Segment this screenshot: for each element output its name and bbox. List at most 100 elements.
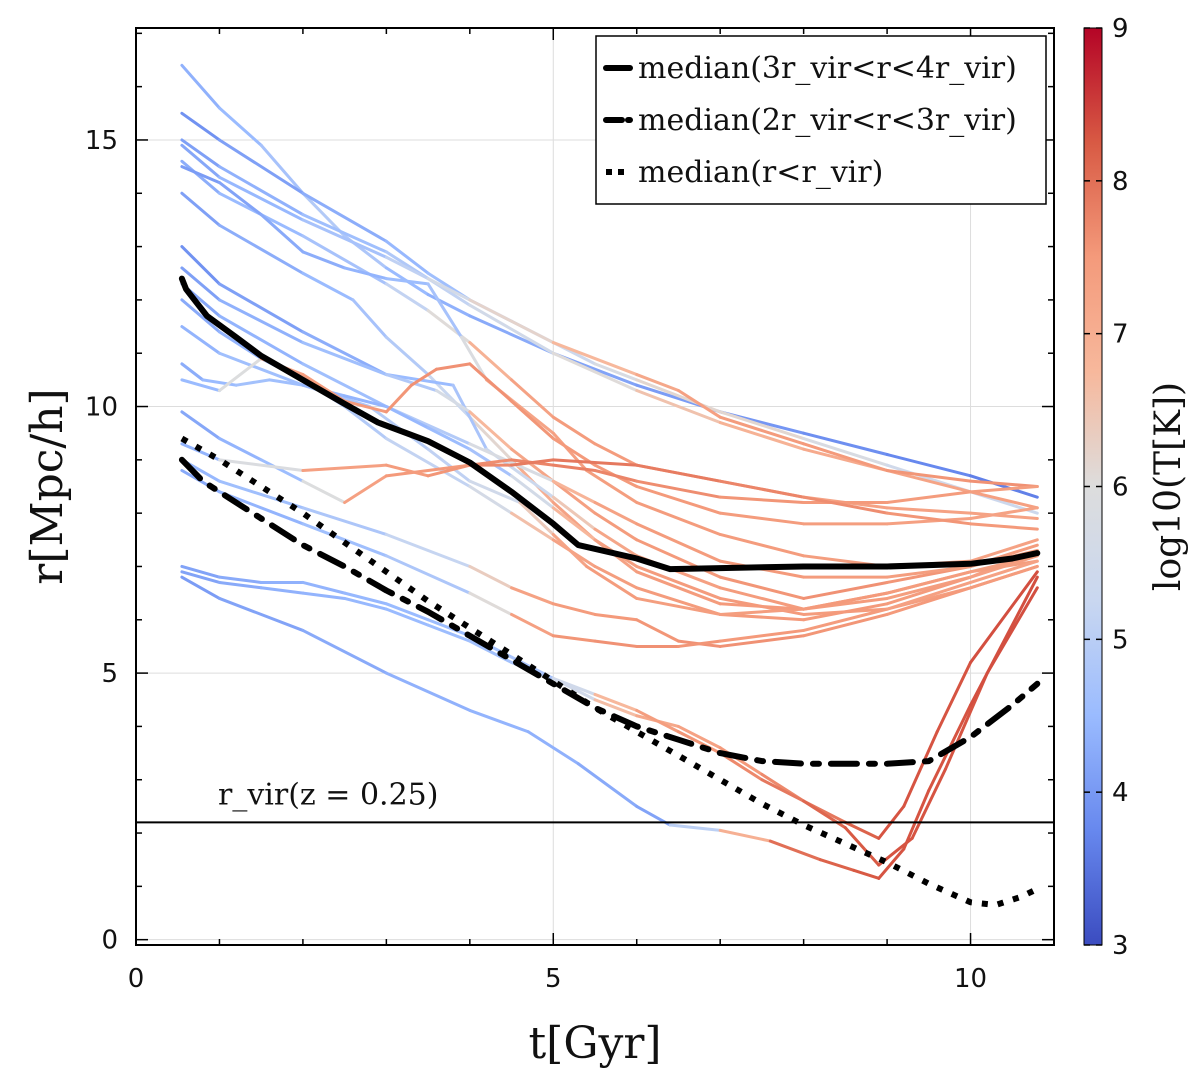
trajectory-segment: [969, 485, 1039, 494]
trajectory-segment: [593, 612, 639, 622]
trajectory-segment: [426, 623, 472, 643]
trajectory-segment: [718, 575, 806, 600]
trajectory-segment: [217, 575, 263, 584]
trajectory-segment: [885, 453, 973, 478]
trajectory-segment: [180, 325, 221, 355]
x-tick-label: 0: [128, 964, 145, 994]
trajectory-segment: [593, 500, 639, 526]
trajectory-segment: [593, 442, 639, 467]
trajectory-segment: [593, 511, 639, 542]
median-line-dashdot: [178, 456, 1041, 767]
trajectory-segment: [351, 298, 388, 339]
trajectory-segment: [526, 730, 580, 766]
trajectory-segment: [768, 839, 822, 862]
trajectory-segment: [969, 570, 1039, 664]
trajectory-segment: [635, 708, 680, 734]
trajectory-segment: [718, 511, 806, 526]
trajectory-segment: [551, 458, 639, 467]
trajectory-line: [180, 442, 1039, 531]
trajectory-segment: [426, 293, 472, 318]
trajectory-segment: [635, 463, 722, 483]
legend-entries: median(3r_vir<r<4r_vir) median(2r_vir<r<3…: [603, 51, 1017, 190]
trajectory-segment: [877, 847, 906, 880]
legend-entry: median(3r_vir<r<4r_vir): [603, 51, 1017, 86]
trajectory-segment: [885, 511, 973, 526]
trajectory-segment: [180, 564, 221, 579]
trajectory-segment: [718, 532, 806, 558]
trajectory-segment: [468, 314, 555, 355]
trajectory-segment: [180, 138, 221, 169]
trajectory-segment: [217, 479, 305, 510]
trajectory-segment: [935, 660, 973, 734]
trajectory-segment: [301, 580, 347, 595]
trajectory-segment: [551, 415, 597, 446]
median-line-dotted: [180, 435, 1039, 908]
trajectory-segment: [718, 607, 806, 616]
trajectory-segment: [201, 378, 238, 387]
trajectory-segment: [426, 282, 463, 339]
trajectory-segment: [885, 469, 973, 483]
trajectory-segment: [718, 495, 806, 504]
trajectory-segment: [259, 143, 305, 195]
trajectory-segment: [180, 266, 221, 302]
trajectory-segment: [969, 522, 1039, 531]
trajectory-segment: [551, 341, 639, 377]
colorbar-tick-label: 7: [1112, 320, 1129, 350]
trajectory-segment: [635, 596, 722, 616]
y-tick-label: 15: [85, 126, 118, 156]
trajectory-segment: [551, 479, 597, 504]
trajectory-segment: [451, 383, 489, 451]
trajectory-segment: [551, 495, 597, 531]
trajectory-segment: [301, 463, 388, 473]
trajectory-line: [180, 143, 1039, 488]
legend-box: [595, 35, 1047, 205]
trajectory-segment: [635, 479, 722, 499]
trajectory-segment: [468, 362, 514, 403]
trajectory-segment: [384, 405, 430, 430]
trajectory-segment: [384, 463, 472, 478]
trajectory-segment: [301, 591, 347, 600]
colorbar: 3 4 5 6 7 8 9 log10(T[K]): [1083, 14, 1189, 961]
trajectory-segment: [718, 634, 806, 648]
trajectory-segment: [180, 362, 205, 382]
trajectory-segment: [384, 239, 430, 275]
trajectory-segment: [384, 671, 472, 712]
trajectory-segment: [180, 245, 221, 286]
trajectory-line: [180, 410, 1039, 504]
trajectory-segment: [802, 495, 889, 515]
trajectory-segment: [718, 751, 764, 782]
trajectory-segment: [593, 692, 639, 712]
trajectory-segment: [384, 532, 472, 568]
trajectory-segment: [180, 410, 221, 441]
trajectory-segment: [180, 191, 221, 227]
trajectory-segment: [384, 602, 430, 622]
trajectory-segment: [217, 458, 305, 473]
trajectory-segment: [409, 367, 438, 387]
legend-label: median(r<r_vir): [638, 155, 883, 190]
trajectory-segment: [510, 511, 555, 542]
trajectory-segment: [217, 298, 305, 345]
trajectory-line: [180, 458, 1039, 648]
trajectory-segment: [635, 564, 722, 600]
trajectory-segment: [259, 586, 305, 595]
trajectory-lines: [180, 63, 1039, 880]
trajectory-segment: [510, 447, 555, 483]
trajectory-segment: [718, 410, 806, 441]
trajectory-segment: [217, 357, 263, 393]
trajectory-segment: [384, 277, 430, 286]
trajectory-segment: [802, 591, 889, 611]
trajectory-segment: [969, 559, 1039, 584]
trajectory-segment: [635, 500, 722, 536]
trajectory-segment: [593, 469, 639, 483]
trajectory-segment: [468, 708, 530, 734]
trajectory-segment: [802, 607, 889, 632]
trajectory-segment: [718, 612, 806, 622]
trajectory-segment: [384, 463, 430, 478]
y-tick-label: 10: [85, 393, 118, 423]
trajectory-segment: [969, 538, 1039, 563]
trajectory-segment: [885, 586, 973, 616]
trajectory-segment: [585, 469, 639, 504]
trajectory-segment: [576, 762, 639, 808]
trajectory-segment: [885, 490, 973, 504]
trajectory-segment: [510, 378, 555, 419]
